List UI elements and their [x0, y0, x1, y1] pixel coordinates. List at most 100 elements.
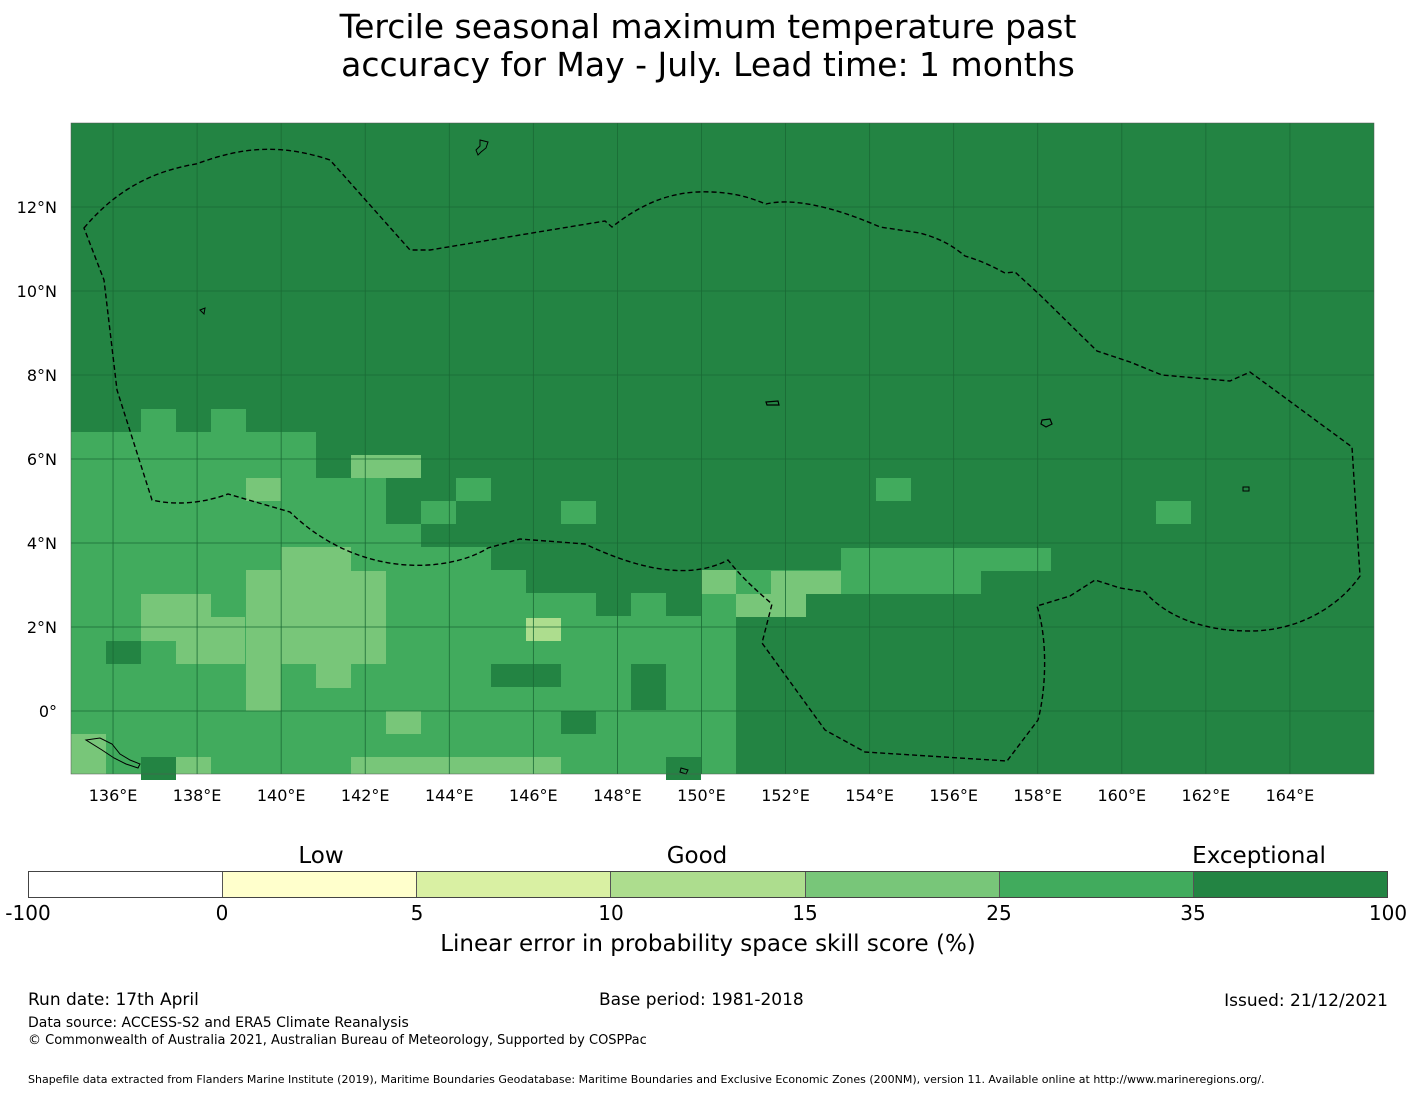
skill-cell-25-35 [141, 409, 176, 774]
skill-cell-25-35 [596, 616, 631, 774]
skill-cell-exceptional [631, 687, 666, 710]
skill-cell-15-25 [351, 757, 561, 774]
colorbar-tick: 10 [598, 901, 624, 925]
longitude-tick-label: 148°E [593, 786, 642, 805]
colorbar-tick: 100 [1368, 901, 1408, 925]
longitude-tick-label: 146°E [509, 786, 558, 805]
skill-cell-15-25 [71, 734, 106, 774]
skill-cell-25-35 [456, 547, 491, 774]
skill-cell-exceptional [386, 501, 421, 524]
skill-cell-25-35 [876, 478, 911, 501]
colorbar-tick: -100 [5, 901, 51, 925]
skill-cell-25-35 [456, 478, 491, 501]
skill-cell-15-25 [316, 664, 351, 688]
colorbar-segment [417, 872, 612, 897]
longitude-tick-label: 142°E [341, 786, 390, 805]
skill-cell-exceptional [386, 478, 421, 501]
skill-cell-25-35 [841, 571, 981, 594]
colorbar-tick: 15 [792, 901, 818, 925]
issued-date: Issued: 21/12/2021 [1224, 991, 1388, 1011]
map-title-line-2: accuracy for May - July. Lead time: 1 mo… [341, 45, 1075, 84]
colorbar-segment [1193, 872, 1387, 897]
longitude-tick-label: 154°E [845, 786, 894, 805]
skill-cell-exceptional [141, 757, 176, 780]
skill-cell-exceptional [491, 664, 526, 687]
legend-category-low: Low [298, 843, 344, 869]
latitude-tick-label: 12°N [17, 198, 57, 217]
skill-cell-15-25 [351, 571, 386, 594]
longitude-tick-label: 152°E [761, 786, 810, 805]
skill-cell-exceptional [631, 664, 666, 687]
data-source: Data source: ACCESS-S2 and ERA5 Climate … [28, 1015, 409, 1031]
longitude-tick-label: 162°E [1182, 786, 1231, 805]
colorbar-label: Linear error in probability space skill … [440, 931, 976, 957]
legend-category-exceptional: Exceptional [1192, 843, 1326, 869]
copyright-notice: © Commonwealth of Australia 2021, Austra… [28, 1033, 647, 1048]
skill-cell-15-25 [176, 617, 245, 664]
skill-cell-25-35 [561, 593, 596, 774]
skill-cell-25-35 [701, 734, 736, 774]
skill-cell-15-25 [351, 455, 421, 478]
latitude-tick-label: 10°N [17, 282, 57, 301]
colorbar-tick: 35 [1180, 901, 1206, 925]
colorbar-tick: 0 [215, 901, 229, 925]
papua-new-guinea-coast [84, 737, 141, 769]
colorbar-tick: 25 [986, 901, 1012, 925]
latitude-tick-label: 4°N [27, 534, 57, 553]
shapefile-credit: Shapefile data extracted from Flanders M… [28, 1073, 1265, 1086]
skill-cell-25-35 [421, 547, 456, 774]
skill-cell-15-25 [386, 711, 421, 734]
skill-cell-15-25 [246, 478, 281, 501]
longitude-tick-label: 156°E [929, 786, 978, 805]
skill-grid-cells [71, 123, 1374, 780]
skill-cell-15-25 [281, 547, 351, 595]
longitude-tick-label: 160°E [1097, 786, 1146, 805]
latitude-tick-label: 0° [39, 702, 57, 721]
skill-cell-25-35 [421, 501, 456, 524]
skill-cell-15-25 [701, 570, 736, 594]
chuuk-island [1040, 418, 1053, 428]
base-period: Base period: 1981-2018 [599, 990, 804, 1010]
skill-cell-exceptional [561, 711, 596, 734]
small-atoll [1242, 486, 1250, 492]
colorbar-tick: 5 [410, 901, 424, 925]
skill-score-map: 136°E 138°E 140°E 142°E 144°E 146°E 148°E 150°E… [17, 122, 1375, 805]
eez-boundary [83, 148, 1361, 762]
skill-cell-25-35 [71, 432, 106, 774]
skill-cell-15-25 [771, 571, 841, 594]
colorbar-segment [805, 872, 1000, 897]
map-title-line-1: Tercile seasonal maximum temperature pas… [339, 7, 1077, 46]
colorbar-segment [223, 872, 418, 897]
axis-labels: 136°E 138°E 140°E 142°E 144°E 146°E 148°E 150°E… [17, 198, 1315, 805]
skill-cell-25-35 [561, 501, 596, 524]
skill-cell-25-35 [666, 616, 701, 774]
skill-cell-25-35 [211, 409, 246, 774]
skill-cell-25-35 [841, 548, 1051, 571]
colorbar-segment [611, 872, 806, 897]
legend-category-good: Good [666, 843, 728, 869]
skill-cell-15-25 [176, 757, 211, 774]
latitude-tick-label: 6°N [27, 450, 57, 469]
skill-cell-15-25 [246, 570, 281, 711]
skill-cell-exceptional [526, 664, 561, 687]
skill-cell-25-35 [106, 432, 141, 774]
longitude-tick-label: 158°E [1013, 786, 1062, 805]
colorbar-segment [999, 872, 1194, 897]
graticule-lines [71, 123, 1374, 774]
colorbar-segment [29, 872, 224, 897]
longitude-tick-label: 150°E [677, 786, 726, 805]
skill-cell-10-15 [526, 618, 561, 641]
map-frame [70, 122, 1375, 775]
colorbar [28, 871, 1388, 898]
run-date: Run date: 17th April [28, 990, 199, 1010]
skill-cell-15-25 [316, 618, 386, 664]
skill-cell-25-35 [1156, 501, 1191, 524]
skill-cell-exceptional [106, 641, 141, 664]
longitude-tick-label: 140°E [257, 786, 306, 805]
latitude-tick-label: 8°N [27, 366, 57, 385]
longitude-tick-label: 144°E [425, 786, 474, 805]
guam-island [475, 139, 489, 156]
skill-cell-exceptional [316, 455, 351, 478]
skill-cell-exceptional [421, 524, 561, 547]
latitude-tick-label: 2°N [27, 618, 57, 637]
